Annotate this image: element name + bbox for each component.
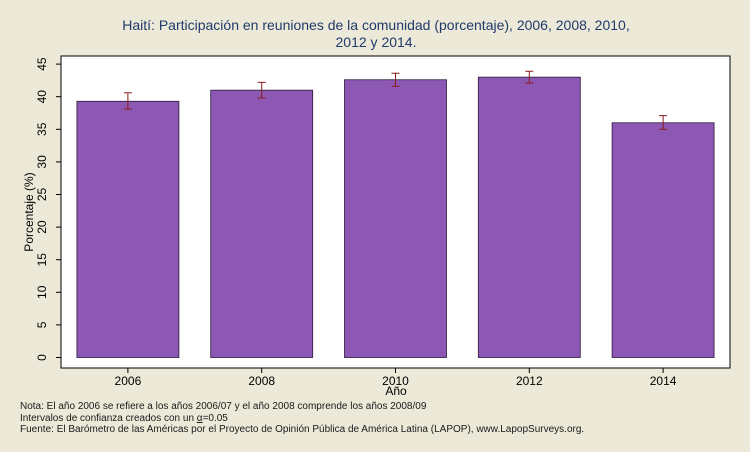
chart-title-line2: 2012 y 2014. xyxy=(336,34,417,50)
x-tick-label-2014: 2014 xyxy=(650,374,677,388)
y-tick-label-35: 35 xyxy=(35,122,49,136)
y-axis-label: Porcentaje (%) xyxy=(22,172,36,251)
chart-notes: Nota: El año 2006 se refiere a los años … xyxy=(20,401,584,436)
x-tick-label-2012: 2012 xyxy=(516,374,543,388)
y-tick-label-0: 0 xyxy=(35,354,49,361)
y-tick-label-20: 20 xyxy=(35,220,49,234)
y-tick-label-45: 45 xyxy=(35,57,49,71)
bar-2008 xyxy=(210,89,314,358)
y-tick-label-10: 10 xyxy=(35,285,49,299)
chart-title-line1: Haití: Participación en reuniones de la … xyxy=(122,17,629,33)
note-line-2-prefix: Intervalos de confianza creados con un xyxy=(20,412,197,424)
y-tick-label-15: 15 xyxy=(35,253,49,267)
bar-2014 xyxy=(611,122,715,358)
x-tick-label-2010: 2010 xyxy=(382,374,409,388)
bar-2006 xyxy=(76,100,180,358)
x-tick-label-2008: 2008 xyxy=(248,374,275,388)
y-tick-label-30: 30 xyxy=(35,155,49,169)
note-line-1: Nota: El año 2006 se refiere a los años … xyxy=(20,401,427,412)
note-line-2-suffix: =0.05 xyxy=(202,412,228,424)
bar-chart: Haití: Participación en reuniones de la … xyxy=(22,17,731,398)
bar-2010 xyxy=(344,79,447,358)
x-tick-label-2006: 2006 xyxy=(115,374,142,388)
note-line-2: Intervalos de confianza creados con un α… xyxy=(20,413,584,425)
source-line: Fuente: El Barómetro de las Américas por… xyxy=(20,424,585,435)
y-tick-label-25: 25 xyxy=(35,188,49,202)
y-tick-label-40: 40 xyxy=(35,90,49,104)
x-axis-label: Año xyxy=(385,384,407,398)
y-tick-label-5: 5 xyxy=(35,321,49,328)
alpha-symbol: α xyxy=(196,412,203,424)
bar-2012 xyxy=(477,76,581,358)
